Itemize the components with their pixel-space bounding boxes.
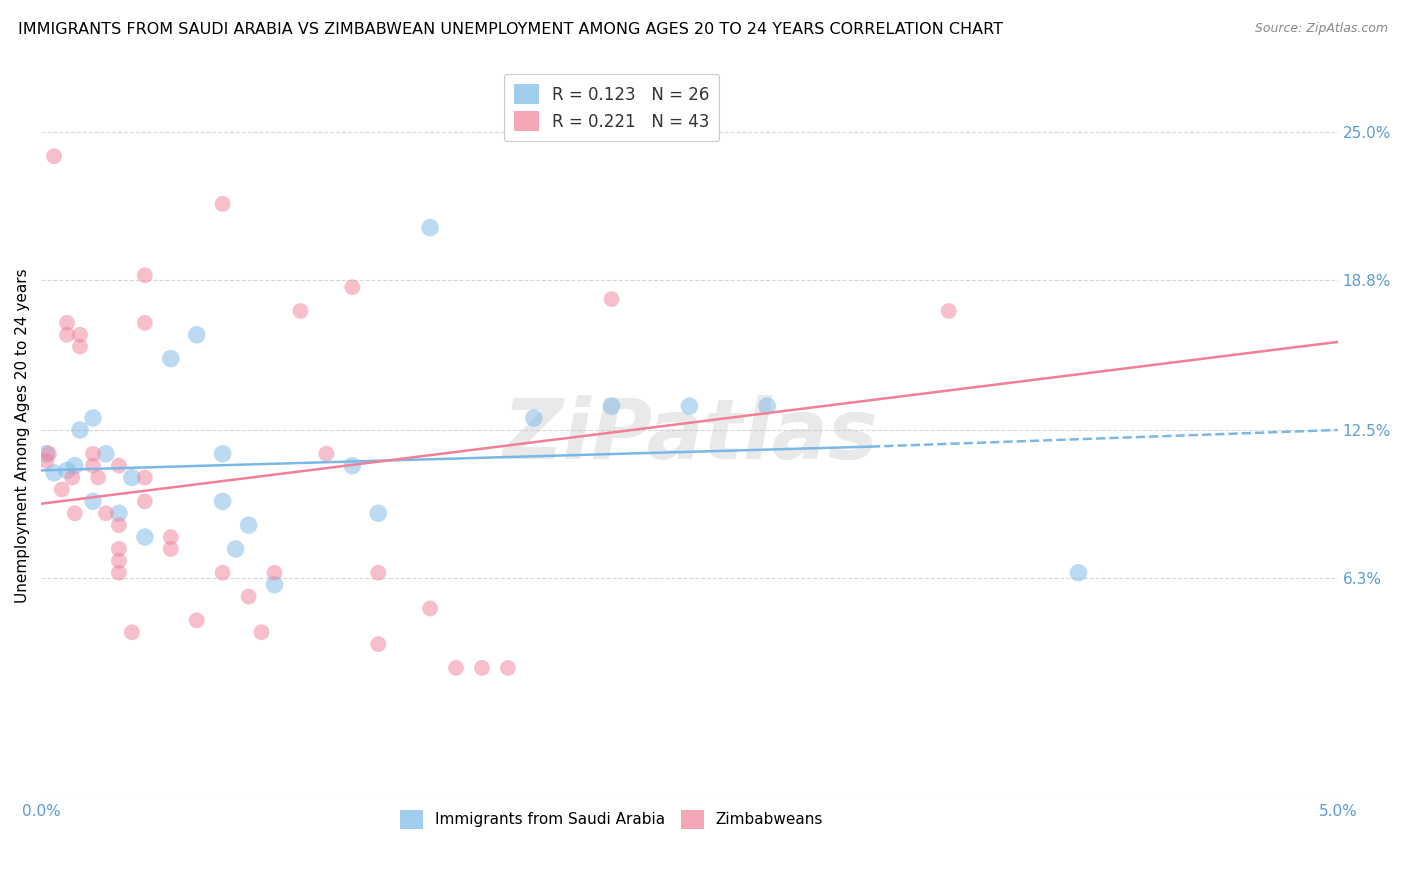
Point [42,149,65,163]
Point [56,327,79,342]
Point [250,625,273,640]
Point [444,661,467,675]
Point [134,470,156,484]
Point [56,463,79,477]
Point [238,518,260,533]
Text: Source: ZipAtlas.com: Source: ZipAtlas.com [1254,22,1388,36]
Point [69,340,91,354]
Point [82,447,104,461]
Point [51,483,73,497]
Point [108,541,131,556]
Point [121,625,143,640]
Point [63,506,86,520]
Point [82,494,104,508]
Point [419,220,441,235]
Point [600,399,623,413]
Point [134,494,156,508]
Point [471,661,494,675]
Point [94,447,117,461]
Point [1067,566,1090,580]
Point [35,454,58,468]
Point [82,458,104,473]
Point [108,506,131,520]
Point [159,530,181,544]
Point [159,541,181,556]
Point [186,613,208,627]
Point [56,316,79,330]
Point [678,399,700,413]
Point [600,292,623,306]
Point [159,351,181,366]
Point [60,470,83,484]
Point [134,268,156,283]
Point [35,447,58,461]
Point [211,197,233,211]
Point [523,411,546,425]
Point [69,423,91,437]
Point [63,458,86,473]
Point [367,566,389,580]
Point [315,447,337,461]
Point [211,447,233,461]
Point [367,506,389,520]
Point [87,470,110,484]
Point [108,518,131,533]
Text: ZiPatlas: ZiPatlas [502,395,877,476]
Point [94,506,117,520]
Point [211,566,233,580]
Y-axis label: Unemployment Among Ages 20 to 24 years: Unemployment Among Ages 20 to 24 years [15,268,30,603]
Point [263,566,285,580]
Legend: Immigrants from Saudi Arabia, Zimbabweans: Immigrants from Saudi Arabia, Zimbabwean… [394,804,830,835]
Point [238,590,260,604]
Point [496,661,519,675]
Text: IMMIGRANTS FROM SAUDI ARABIA VS ZIMBABWEAN UNEMPLOYMENT AMONG AGES 20 TO 24 YEAR: IMMIGRANTS FROM SAUDI ARABIA VS ZIMBABWE… [18,22,1004,37]
Point [756,399,779,413]
Point [121,470,143,484]
Point [225,541,247,556]
Point [108,458,131,473]
Point [186,327,208,342]
Point [938,304,960,318]
Point [211,494,233,508]
Point [419,601,441,615]
Point [38,447,60,461]
Point [69,327,91,342]
Point [263,577,285,591]
Point [108,554,131,568]
Point [342,280,364,294]
Point [134,530,156,544]
Point [42,466,65,480]
Point [108,566,131,580]
Point [134,316,156,330]
Point [342,458,364,473]
Point [367,637,389,651]
Point [290,304,312,318]
Point [82,411,104,425]
